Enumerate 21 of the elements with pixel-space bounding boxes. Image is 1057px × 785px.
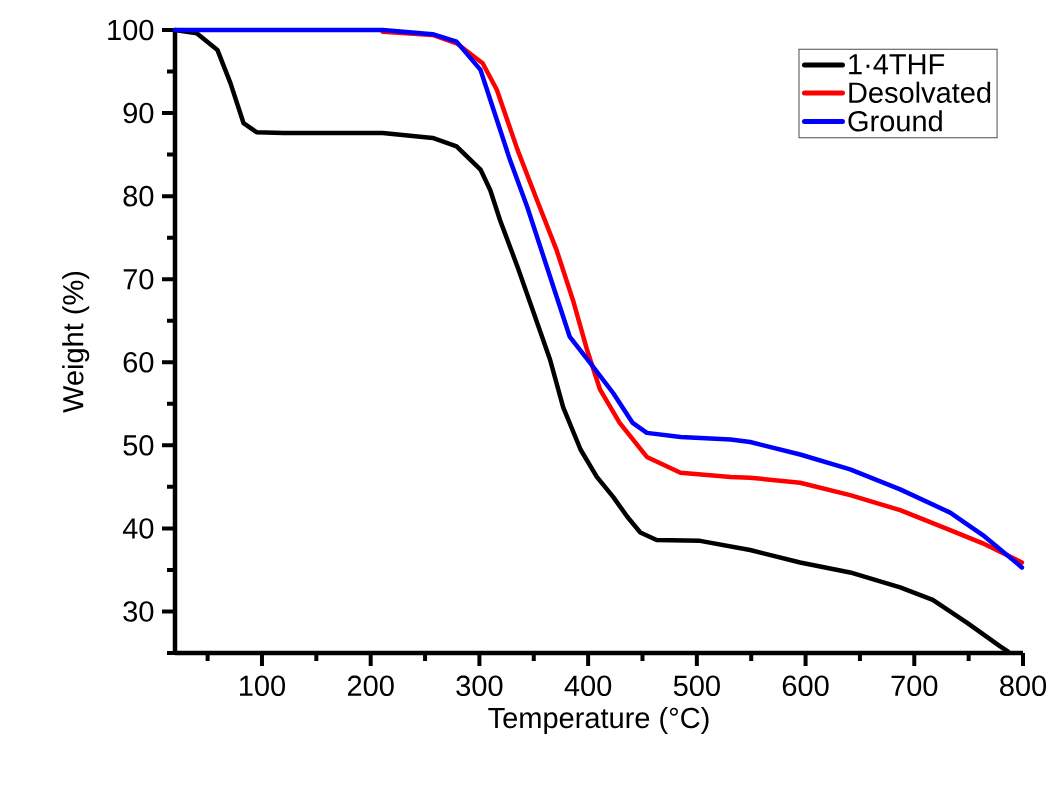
y-tick-label: 100 xyxy=(108,19,154,41)
y-tick-label: 60 xyxy=(123,352,154,373)
legend-label: Desolvated xyxy=(849,81,991,103)
x-tick-label: 600 xyxy=(782,675,829,697)
x-tick-label: 800 xyxy=(1000,675,1047,697)
y-axis-title: Weight (%) xyxy=(62,271,90,413)
x-axis-title: Temperature (°C) xyxy=(488,706,709,734)
y-tick-label: 90 xyxy=(123,102,154,124)
y-tick-label: 70 xyxy=(123,268,154,290)
y-tick-label: 50 xyxy=(123,435,154,456)
x-tick-label: 500 xyxy=(673,675,720,697)
y-tick-label: 30 xyxy=(123,601,154,622)
x-tick-label: 700 xyxy=(891,675,938,697)
x-tick-label: 300 xyxy=(456,675,503,697)
x-tick-label: 200 xyxy=(347,675,394,697)
y-tick-label: 40 xyxy=(122,518,154,539)
legend-label: Ground xyxy=(848,110,942,132)
x-tick-label: 100 xyxy=(240,675,286,697)
x-tick-label: 400 xyxy=(564,675,612,697)
y-tick-label: 80 xyxy=(123,185,154,207)
legend-label: 1·4THF xyxy=(849,54,945,75)
